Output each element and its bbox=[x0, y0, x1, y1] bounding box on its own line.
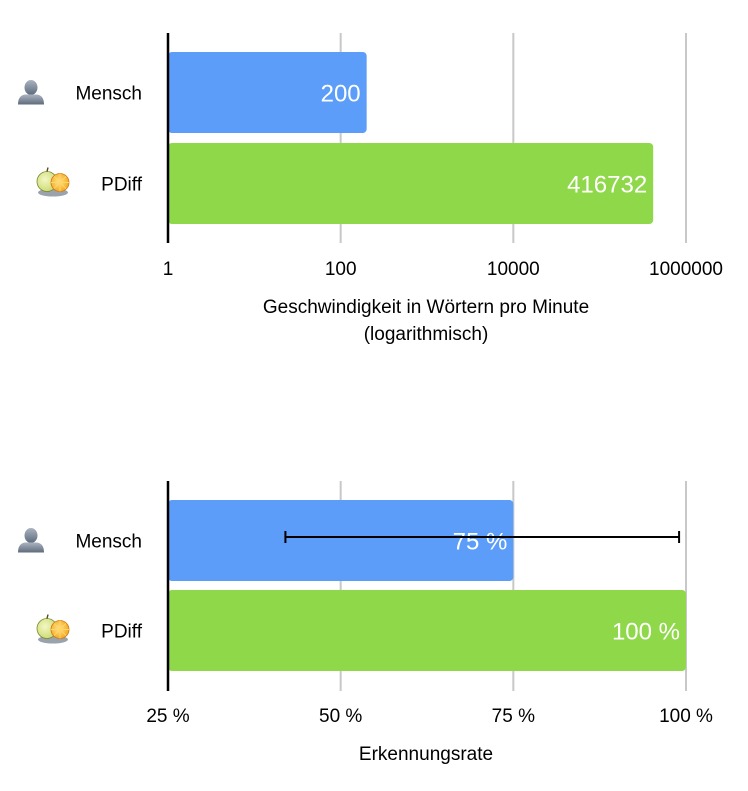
person-icon bbox=[18, 80, 44, 105]
chart-2: 75 % Mensch 100 % PDiff 25 % 50 % 75 % 100 % Erk… bbox=[18, 481, 713, 765]
bar-value-label: 200 bbox=[321, 81, 361, 108]
pdiff-app-icon bbox=[36, 613, 70, 645]
x-tick-label: 50 % bbox=[319, 706, 362, 727]
bar-pdiff bbox=[168, 143, 654, 224]
bar-mensch bbox=[168, 52, 367, 133]
pdiff-app-icon bbox=[36, 166, 70, 198]
category-label: PDiff bbox=[101, 622, 143, 643]
bar-mensch bbox=[168, 500, 514, 581]
x-tick-label: 1000000 bbox=[649, 259, 723, 280]
x-tick-label: 100 % bbox=[659, 706, 713, 727]
x-axis-label: Erkennungsrate bbox=[359, 744, 493, 765]
x-axis-label: (logarithmisch) bbox=[364, 324, 489, 345]
x-tick-label: 100 bbox=[325, 259, 357, 280]
x-axis-label: Geschwindigkeit in Wörtern pro Minute bbox=[263, 297, 589, 318]
x-tick-label: 25 % bbox=[146, 706, 189, 727]
category-label: PDiff bbox=[101, 175, 143, 196]
person-icon bbox=[18, 528, 44, 553]
x-tick-label: 75 % bbox=[492, 706, 535, 727]
chart-1: 200 Mensch 416732 PDiff 1 100 10000 1000000 Gesc… bbox=[18, 33, 723, 345]
x-tick-label: 1 bbox=[163, 259, 174, 280]
x-tick-label: 10000 bbox=[487, 259, 540, 280]
bar-pdiff bbox=[168, 590, 686, 671]
bar-value-label: 75 % bbox=[453, 529, 508, 556]
bar-value-label: 416732 bbox=[567, 172, 647, 199]
category-label: Mensch bbox=[75, 84, 142, 105]
category-label: Mensch bbox=[75, 532, 142, 553]
bar-value-label: 100 % bbox=[612, 619, 680, 646]
